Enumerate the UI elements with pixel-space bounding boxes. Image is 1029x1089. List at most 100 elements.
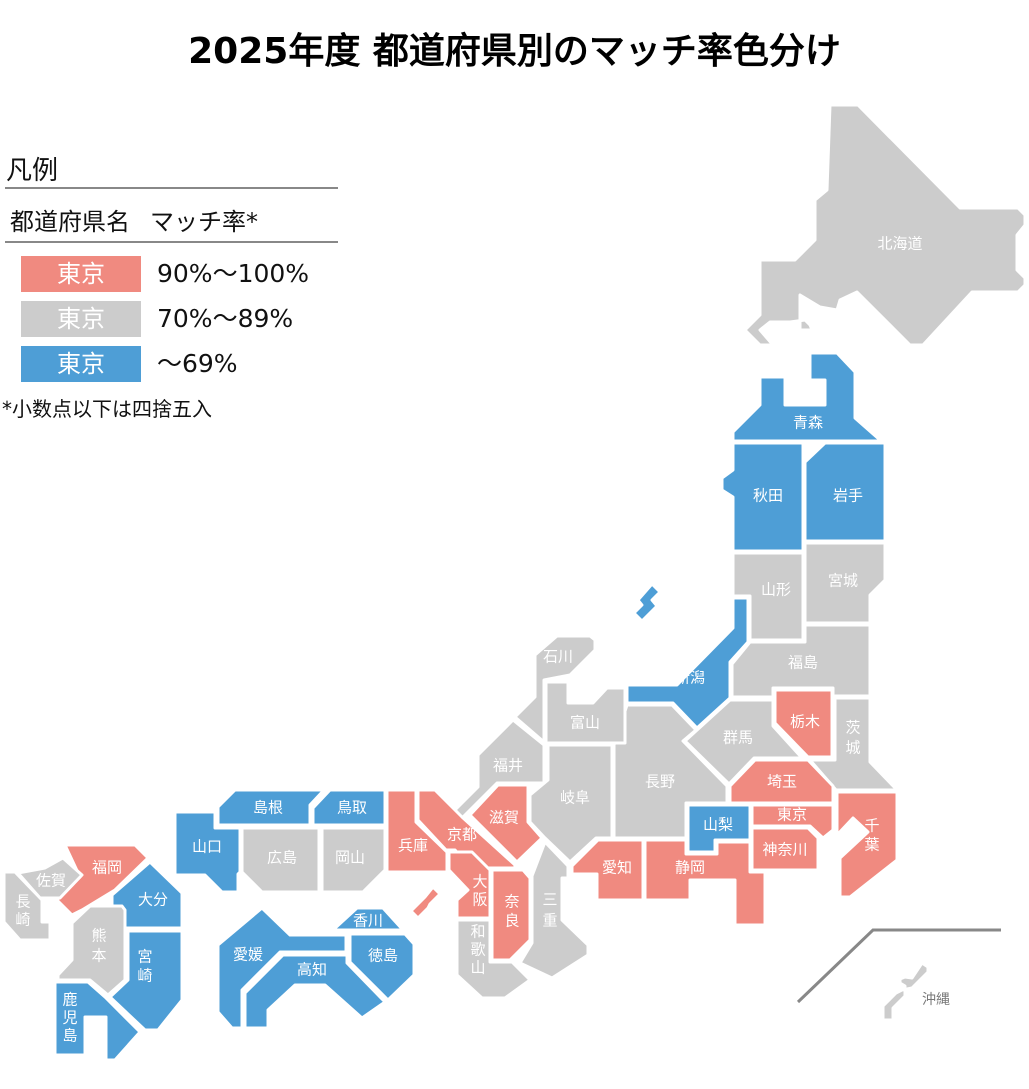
pref-tokushima[interactable]: 徳島 (348, 932, 416, 1002)
label-yamagata: 山形 (761, 581, 791, 599)
label-tokyo: 東京 (777, 806, 807, 824)
label-ishikawa: 石川 (543, 648, 573, 666)
label-wakayama-2: 歌 (470, 941, 485, 959)
legend-heading: 凡例 (6, 156, 59, 186)
legend-col-name: 都道府県名 (10, 208, 130, 236)
pref-hokkaido[interactable]: 北海道 (743, 103, 1027, 347)
pref-hyogo[interactable]: 兵庫 (385, 788, 449, 920)
label-saitama: 埼玉 (767, 773, 797, 791)
legend-footnote: *小数点以下は四捨五入 (2, 397, 212, 421)
label-iwate: 岩手 (833, 487, 863, 505)
pref-chiba[interactable]: 千 葉 (835, 790, 899, 899)
label-tottori: 鳥取 (337, 799, 367, 817)
pref-nara[interactable]: 奈 良 (490, 868, 532, 962)
pref-nagasaki[interactable]: 長 崎 (2, 870, 52, 942)
pref-ehime[interactable]: 愛媛 (216, 906, 348, 1030)
label-kagoshima-2: 児 (62, 1009, 77, 1027)
label-kyoto: 京都 (447, 826, 477, 844)
label-niigata: 新潟 (675, 669, 705, 687)
pref-wakayama[interactable]: 和 歌 山 (455, 918, 532, 1000)
label-shizuoka: 静岡 (675, 859, 705, 877)
label-nagano: 長野 (645, 773, 675, 791)
pref-kyoto[interactable]: 京都 (416, 788, 517, 870)
pref-iwate[interactable]: 岩手 (803, 441, 887, 543)
pref-kochi[interactable]: 高知 (243, 953, 387, 1030)
pref-okayama[interactable]: 岡山 (320, 826, 387, 894)
pref-okinawa[interactable]: 沖縄 (881, 961, 950, 1022)
label-osaka-2: 阪 (472, 891, 487, 909)
label-hyogo: 兵庫 (398, 837, 428, 855)
label-wakayama-1: 和 (470, 923, 485, 941)
pref-shiga[interactable]: 滋賀 (468, 783, 544, 864)
legend-row-mid: 東京 70%〜89% (21, 301, 341, 337)
pref-tottori[interactable]: 鳥取 (311, 788, 387, 827)
label-kagawa: 香川 (353, 912, 383, 930)
pref-aichi[interactable]: 愛知 (570, 838, 645, 902)
legend-row-high: 東京 90%〜100% (21, 256, 341, 292)
label-ehime: 愛媛 (233, 946, 263, 964)
label-osaka-1: 大 (472, 873, 487, 891)
label-ibaraki-2: 城 (845, 739, 860, 757)
label-miyagi: 宮城 (828, 572, 858, 590)
label-wakayama-3: 山 (470, 959, 485, 977)
label-okinawa: 沖縄 (922, 992, 950, 1008)
label-mie-2: 重 (542, 912, 557, 930)
legend-swatch-mid: 東京 (21, 301, 141, 337)
label-shimane: 島根 (253, 799, 283, 817)
map-title: 2025年度 都道府県別のマッチ率色分け (188, 31, 841, 72)
pref-tokyo[interactable]: 東京 (750, 803, 835, 840)
label-yamanashi: 山梨 (703, 816, 733, 834)
legend-col-rate: マッチ率* (150, 208, 258, 236)
label-nagasaki-1: 長 (15, 893, 30, 911)
pref-ibaraki[interactable]: 茨 城 (808, 696, 899, 792)
label-hiroshima: 広島 (267, 849, 297, 867)
pref-nagano[interactable]: 長野 (612, 703, 729, 840)
pref-kagawa[interactable]: 香川 (331, 906, 405, 932)
pref-miyagi[interactable]: 宮城 (803, 541, 887, 625)
pref-yamaguchi[interactable]: 山口 (173, 810, 242, 894)
label-kochi: 高知 (297, 961, 327, 979)
pref-toyama[interactable]: 富山 (544, 680, 627, 745)
pref-tochigi[interactable]: 栃木 (773, 688, 834, 759)
pref-ishikawa[interactable]: 石川 (513, 634, 597, 744)
legend-range-mid: 70%〜89% (157, 304, 294, 333)
label-kumamoto-1: 熊 (91, 927, 106, 945)
label-nagasaki-2: 崎 (15, 911, 30, 929)
label-nara-1: 奈 (504, 893, 519, 911)
pref-gunma[interactable]: 群馬 (683, 698, 804, 786)
pref-niigata[interactable]: 新潟 (625, 582, 750, 730)
legend-range-high: 90%〜100% (157, 259, 310, 288)
pref-osaka[interactable]: 大 阪 (447, 850, 492, 920)
label-oita: 大分 (138, 891, 168, 909)
label-miyazaki-2: 崎 (137, 967, 152, 985)
label-mie-1: 三 (542, 891, 557, 909)
pref-mie[interactable]: 三 重 (518, 840, 590, 980)
pref-gifu[interactable]: 岐阜 (528, 743, 614, 864)
label-yamaguchi: 山口 (192, 838, 222, 856)
legend-range-low: 〜69% (157, 349, 238, 378)
pref-kanagawa[interactable]: 神奈川 (750, 826, 820, 872)
pref-kagoshima[interactable]: 鹿 児 島 (53, 980, 142, 1062)
pref-shimane[interactable]: 島根 (216, 788, 326, 827)
pref-saitama[interactable]: 埼玉 (728, 758, 835, 805)
label-hokkaido: 北海道 (877, 235, 922, 253)
label-kagoshima-1: 鹿 (62, 991, 77, 1009)
pref-aomori[interactable]: 青森 (731, 351, 882, 443)
legend-swatch-high: 東京 (21, 256, 141, 292)
pref-shizuoka[interactable]: 静岡 (643, 838, 767, 927)
label-chiba-2: 葉 (864, 836, 879, 854)
label-fukui: 福井 (493, 757, 523, 775)
label-aomori: 青森 (793, 414, 823, 432)
pref-yamanashi[interactable]: 山梨 (686, 803, 752, 854)
label-fukuoka: 福岡 (92, 859, 122, 877)
pref-hiroshima[interactable]: 広島 (240, 826, 321, 894)
label-okayama: 岡山 (335, 849, 365, 867)
pref-kumamoto[interactable]: 熊 本 (56, 904, 127, 997)
pref-oita[interactable]: 大分 (110, 860, 184, 930)
pref-yamagata[interactable]: 山形 (731, 551, 805, 642)
pref-miyazaki[interactable]: 宮 崎 (108, 929, 184, 1032)
legend-row-low: 東京 〜69% (21, 346, 341, 382)
pref-akita[interactable]: 秋田 (720, 441, 805, 553)
label-akita: 秋田 (753, 487, 783, 505)
